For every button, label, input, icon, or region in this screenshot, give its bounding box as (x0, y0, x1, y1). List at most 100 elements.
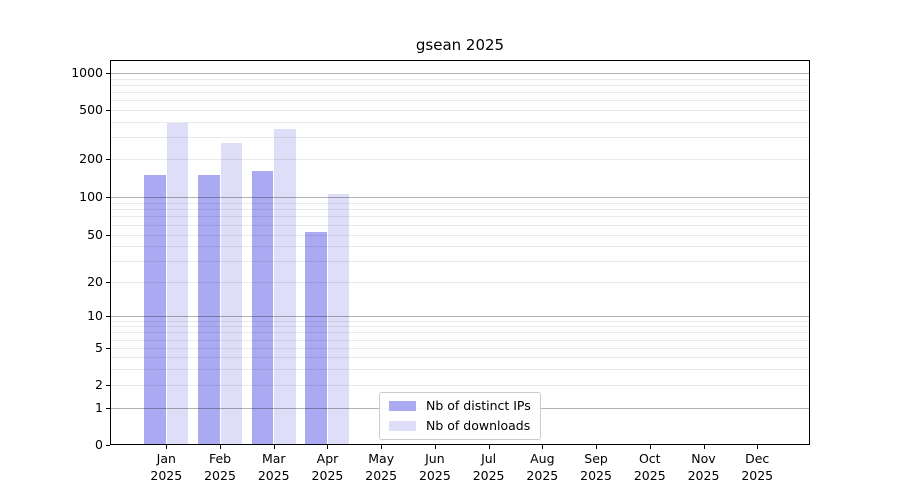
plot-area (110, 60, 810, 445)
x-tick-month: Jul (481, 451, 497, 466)
gridline-900 (111, 78, 809, 80)
y-tick-label-5: 5 (95, 340, 103, 356)
x-tick-month: Nov (691, 451, 716, 466)
gridline-70 (111, 216, 809, 218)
x-tick-label-nov: Nov 2025 (672, 450, 736, 484)
gridline-4 (111, 357, 809, 359)
gridline-500 (111, 110, 809, 111)
gridline-200 (111, 159, 809, 161)
x-tick-mark-jan (166, 445, 168, 449)
x-tick-label-sep: Sep 2025 (564, 450, 628, 484)
x-tick-mark-mar (273, 445, 275, 449)
x-tick-year: 2025 (257, 468, 290, 483)
x-tick-mark-sep (596, 445, 598, 449)
x-tick-label-jan: Jan 2025 (134, 450, 198, 484)
legend-label: Nb of distinct IPs (426, 398, 531, 413)
y-tick-mark-2 (106, 385, 110, 386)
x-tick-mark-dec (757, 445, 759, 449)
legend: Nb of distinct IPs Nb of downloads (379, 392, 541, 440)
x-tick-label-feb: Feb 2025 (188, 450, 252, 484)
y-tick-mark-500 (106, 110, 110, 111)
y-tick-mark-0 (106, 445, 110, 446)
x-tick-year: 2025 (633, 468, 666, 483)
x-tick-year: 2025 (311, 468, 344, 483)
legend-swatch-downloads (389, 421, 416, 431)
y-tick-label-20: 20 (87, 273, 103, 289)
chart-title: gsean 2025 (415, 36, 505, 54)
y-tick-mark-20 (106, 281, 110, 283)
legend-row-downloads: Nb of downloads (389, 419, 531, 433)
x-tick-month: Aug (530, 451, 555, 466)
x-tick-year: 2025 (580, 468, 612, 483)
x-tick-year: 2025 (741, 468, 774, 483)
bar-mar-distinct-ips (251, 170, 274, 444)
x-tick-mark-jun (434, 445, 436, 449)
y-tick-label-1: 1 (95, 400, 103, 416)
x-tick-month: Oct (638, 451, 661, 466)
legend-label: Nb of downloads (426, 418, 531, 433)
y-tick-mark-10 (106, 315, 110, 317)
x-tick-mark-nov (703, 445, 705, 449)
bar-jan-downloads (166, 123, 189, 444)
gridline-5 (111, 348, 809, 350)
x-tick-label-mar: Mar 2025 (242, 450, 306, 484)
bar-jan-distinct-ips (144, 174, 166, 444)
x-tick-mark-may (381, 445, 383, 449)
y-tick-label-500: 500 (79, 102, 103, 117)
gridline-700 (111, 92, 809, 94)
gridline-800 (111, 85, 809, 87)
x-tick-year: 2025 (472, 468, 505, 483)
gridline-300 (111, 137, 809, 139)
y-tick-label-50: 50 (87, 227, 103, 242)
x-tick-year: 2025 (526, 468, 559, 483)
gridline-20 (111, 281, 809, 283)
gridline-1000 (111, 73, 809, 75)
y-tick-mark-1 (106, 408, 110, 410)
x-tick-mark-oct (649, 445, 651, 449)
x-tick-mark-aug (542, 445, 544, 449)
y-tick-mark-50 (106, 235, 110, 236)
x-tick-year: 2025 (365, 468, 398, 483)
x-tick-year: 2025 (150, 468, 183, 483)
legend-swatch-distinct-ips (389, 401, 416, 411)
gridline-10 (111, 315, 809, 317)
x-tick-label-jun: Jun 2025 (403, 450, 467, 484)
x-tick-month: Jan (156, 451, 176, 466)
bar-apr-downloads (327, 194, 350, 444)
gridline-80 (111, 209, 809, 211)
y-tick-mark-5 (106, 348, 110, 350)
y-tick-label-2: 2 (95, 377, 103, 392)
x-tick-label-aug: Aug 2025 (510, 450, 574, 484)
gridline-90 (111, 202, 809, 204)
gridline-7 (111, 332, 809, 334)
x-tick-year: 2025 (204, 468, 236, 483)
y-tick-label-1000: 1000 (71, 65, 103, 81)
x-tick-month: Apr (316, 451, 339, 466)
y-tick-label-200: 200 (79, 151, 103, 167)
gridline-3 (111, 368, 809, 370)
x-tick-month: May (368, 451, 395, 466)
bar-feb-downloads (220, 143, 243, 444)
x-tick-label-apr: Apr 2025 (295, 450, 359, 484)
x-tick-month: Dec (745, 451, 770, 466)
x-tick-label-may: May 2025 (349, 450, 413, 484)
x-tick-month: Sep (584, 451, 608, 466)
x-tick-label-jul: Jul 2025 (457, 450, 521, 484)
gridline-50 (111, 235, 809, 236)
x-tick-month: Feb (208, 451, 232, 466)
y-tick-mark-200 (106, 159, 110, 161)
y-tick-mark-1000 (106, 73, 110, 75)
x-tick-year: 2025 (687, 468, 720, 483)
gridline-60 (111, 224, 809, 226)
gridline-6 (111, 339, 809, 341)
x-tick-mark-jul (488, 445, 490, 449)
x-tick-mark-apr (327, 445, 329, 449)
y-tick-mark-100 (106, 196, 110, 198)
y-tick-label-100: 100 (79, 188, 103, 204)
gridline-600 (111, 100, 809, 102)
gridline-9 (111, 320, 809, 322)
bar-feb-distinct-ips (198, 174, 220, 444)
gridline-2 (111, 385, 809, 386)
gridline-30 (111, 261, 809, 263)
